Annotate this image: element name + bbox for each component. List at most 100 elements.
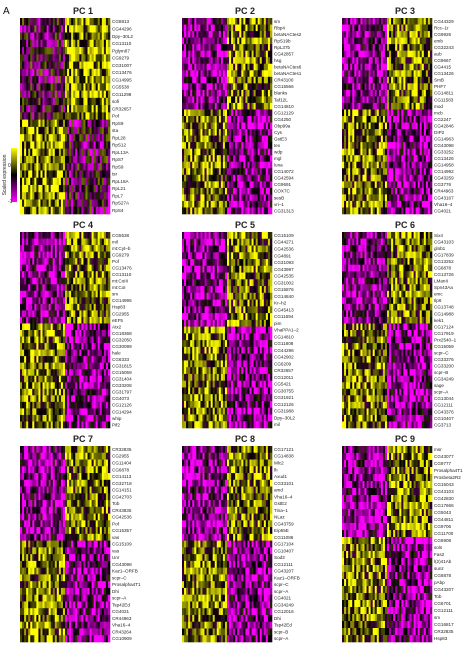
panel-1: PC 1 CG8813 CG44296 Dpy–30L2 CG13110 Pglym87 C… <box>20 6 133 215</box>
panel-9: PC 9 msr CG43077 CG9777 Prosalpha4T1 Prosbeta… <box>342 434 463 643</box>
gene-label: CG15109 <box>274 233 294 238</box>
gene-label: CG12111 <box>274 562 293 567</box>
gene-label: CG12126 <box>274 402 294 407</box>
gene-label: LManII <box>434 279 448 284</box>
gene-label: CG10407 <box>434 416 454 421</box>
gene-label: CG33200 <box>434 364 454 369</box>
gene-label: sage <box>434 383 444 388</box>
gene-label: CG6333 <box>112 357 130 362</box>
gene-label: tex <box>274 143 281 148</box>
gene-label: SmB <box>434 78 444 83</box>
gene-label: scpr–B <box>274 629 288 634</box>
gene-label: Vha16–4 <box>274 494 293 499</box>
gene-label: CG14995 <box>112 298 132 303</box>
gene-label: CR44963 <box>434 189 454 194</box>
gene-label: RpL18A <box>112 179 130 184</box>
gene-label: Tina–1 <box>274 508 288 513</box>
gene-label: CG32243 <box>434 45 454 50</box>
gene-label: sunz <box>434 566 444 571</box>
panel-title: PC 8 <box>235 434 255 444</box>
gene-label: CG9279 <box>112 56 130 61</box>
gene-label: CG13748 <box>434 305 454 310</box>
gene-label: CG15059 <box>112 370 132 375</box>
gene-label: CG31988 <box>274 409 294 414</box>
heatmap-cells <box>342 232 433 429</box>
gene-label: CG12016 <box>274 609 294 614</box>
gene-label: CG17121 <box>274 447 294 452</box>
gene-label: CG14988 <box>434 311 454 316</box>
gene-label: CG18368 <box>112 331 132 336</box>
gene-label: CG34249 <box>434 377 454 382</box>
gene-label: CG15357 <box>112 528 132 533</box>
gene-label: CG43207 <box>274 569 294 574</box>
gene-label: CG33376 <box>434 357 454 362</box>
gene-label: CG43103 <box>434 489 454 494</box>
figure-label: A <box>3 6 10 17</box>
gene-label: CG3776 <box>434 182 452 187</box>
gene-label: Ilp6 <box>434 298 442 303</box>
gene-label: scpr–A <box>434 390 449 395</box>
gene-label: Unr <box>112 555 120 560</box>
gene-label: CG9279 <box>112 252 130 257</box>
gene-label: CG17919 <box>434 331 454 336</box>
gene-label: CG16817 <box>434 622 454 627</box>
gene-label: CG44329 <box>434 19 454 24</box>
gene-label: RpS7 <box>112 157 124 162</box>
gene-label: CG9926 <box>434 32 452 37</box>
gene-label: Tsp42Ed <box>112 602 130 607</box>
gene-label: CG8813 <box>112 19 130 24</box>
gene-label: CG33252 <box>434 150 454 155</box>
gene-label: CG32718 <box>112 481 132 486</box>
gene-label: CG12111 <box>434 608 453 613</box>
gene-label: Prosbeta2R2 <box>434 475 461 480</box>
gene-label: emb <box>434 38 443 43</box>
gene-label: scpr–C <box>434 350 449 355</box>
gene-label: CG5043 <box>434 510 452 515</box>
gene-label: sols <box>434 545 443 550</box>
gene-label: CG43759 <box>274 521 294 526</box>
gene-label: Pof <box>112 521 120 526</box>
gene-label: scpr–A <box>112 596 127 601</box>
gene-label: Obp99a <box>274 123 291 128</box>
gene-label: GstE2 <box>274 501 287 506</box>
gene-label: Dhi <box>274 616 281 621</box>
gene-label: CG14958 <box>434 163 454 168</box>
heatmap-panels: PC 1 CG8813 CG44296 Dpy–30L2 CG13110 Pglym87 C… <box>20 6 463 643</box>
gene-label: Kaz1–ORFB <box>274 575 300 580</box>
gene-label: CG11700 <box>434 531 454 536</box>
gene-label: wdp <box>274 150 283 155</box>
gene-label: l(2)41Ab <box>434 559 452 564</box>
gene-label: CG32050 <box>112 337 132 342</box>
gene-label: RpL28 <box>112 135 126 140</box>
heatmap-cells <box>20 446 111 643</box>
gene-label: blanks <box>274 91 288 96</box>
gene-label: CG9706 <box>434 524 452 529</box>
gene-label: pim <box>274 321 282 326</box>
gene-label: CG43103 <box>434 239 454 244</box>
heatmap-cells <box>342 18 433 215</box>
gene-label: CG3713 <box>434 422 452 427</box>
gene-label: CG10909 <box>112 636 132 641</box>
gene-label: Vha16–4 <box>112 623 131 628</box>
gene-label: glob1 <box>434 246 446 251</box>
gene-label: GstE3 <box>274 136 287 141</box>
gene-label: RpL37b <box>274 45 291 50</box>
gene-label: CG42594 <box>274 176 294 181</box>
gene-label: CG6878 <box>434 573 452 578</box>
gene-label: CG31007 <box>112 63 132 68</box>
gene-label: amd <box>274 488 283 493</box>
gene-label: CG31797 <box>112 390 132 395</box>
gene-label: CG6701 <box>434 601 452 606</box>
gene-label: CG44811 <box>434 517 454 522</box>
gene-label: CG31093 <box>274 260 294 265</box>
gene-label: CG43098 <box>112 562 132 567</box>
gene-label: Tob <box>112 501 120 506</box>
panel-title: PC 5 <box>235 220 255 230</box>
gene-label: scpr–A <box>274 636 289 641</box>
gene-label: CG42902 <box>274 355 294 360</box>
gene-label: CG4250 <box>274 117 292 122</box>
gene-label: betaNACtes2 <box>274 32 302 37</box>
gene-label: CG13426 <box>434 71 454 76</box>
gene-label: whip <box>112 416 122 421</box>
